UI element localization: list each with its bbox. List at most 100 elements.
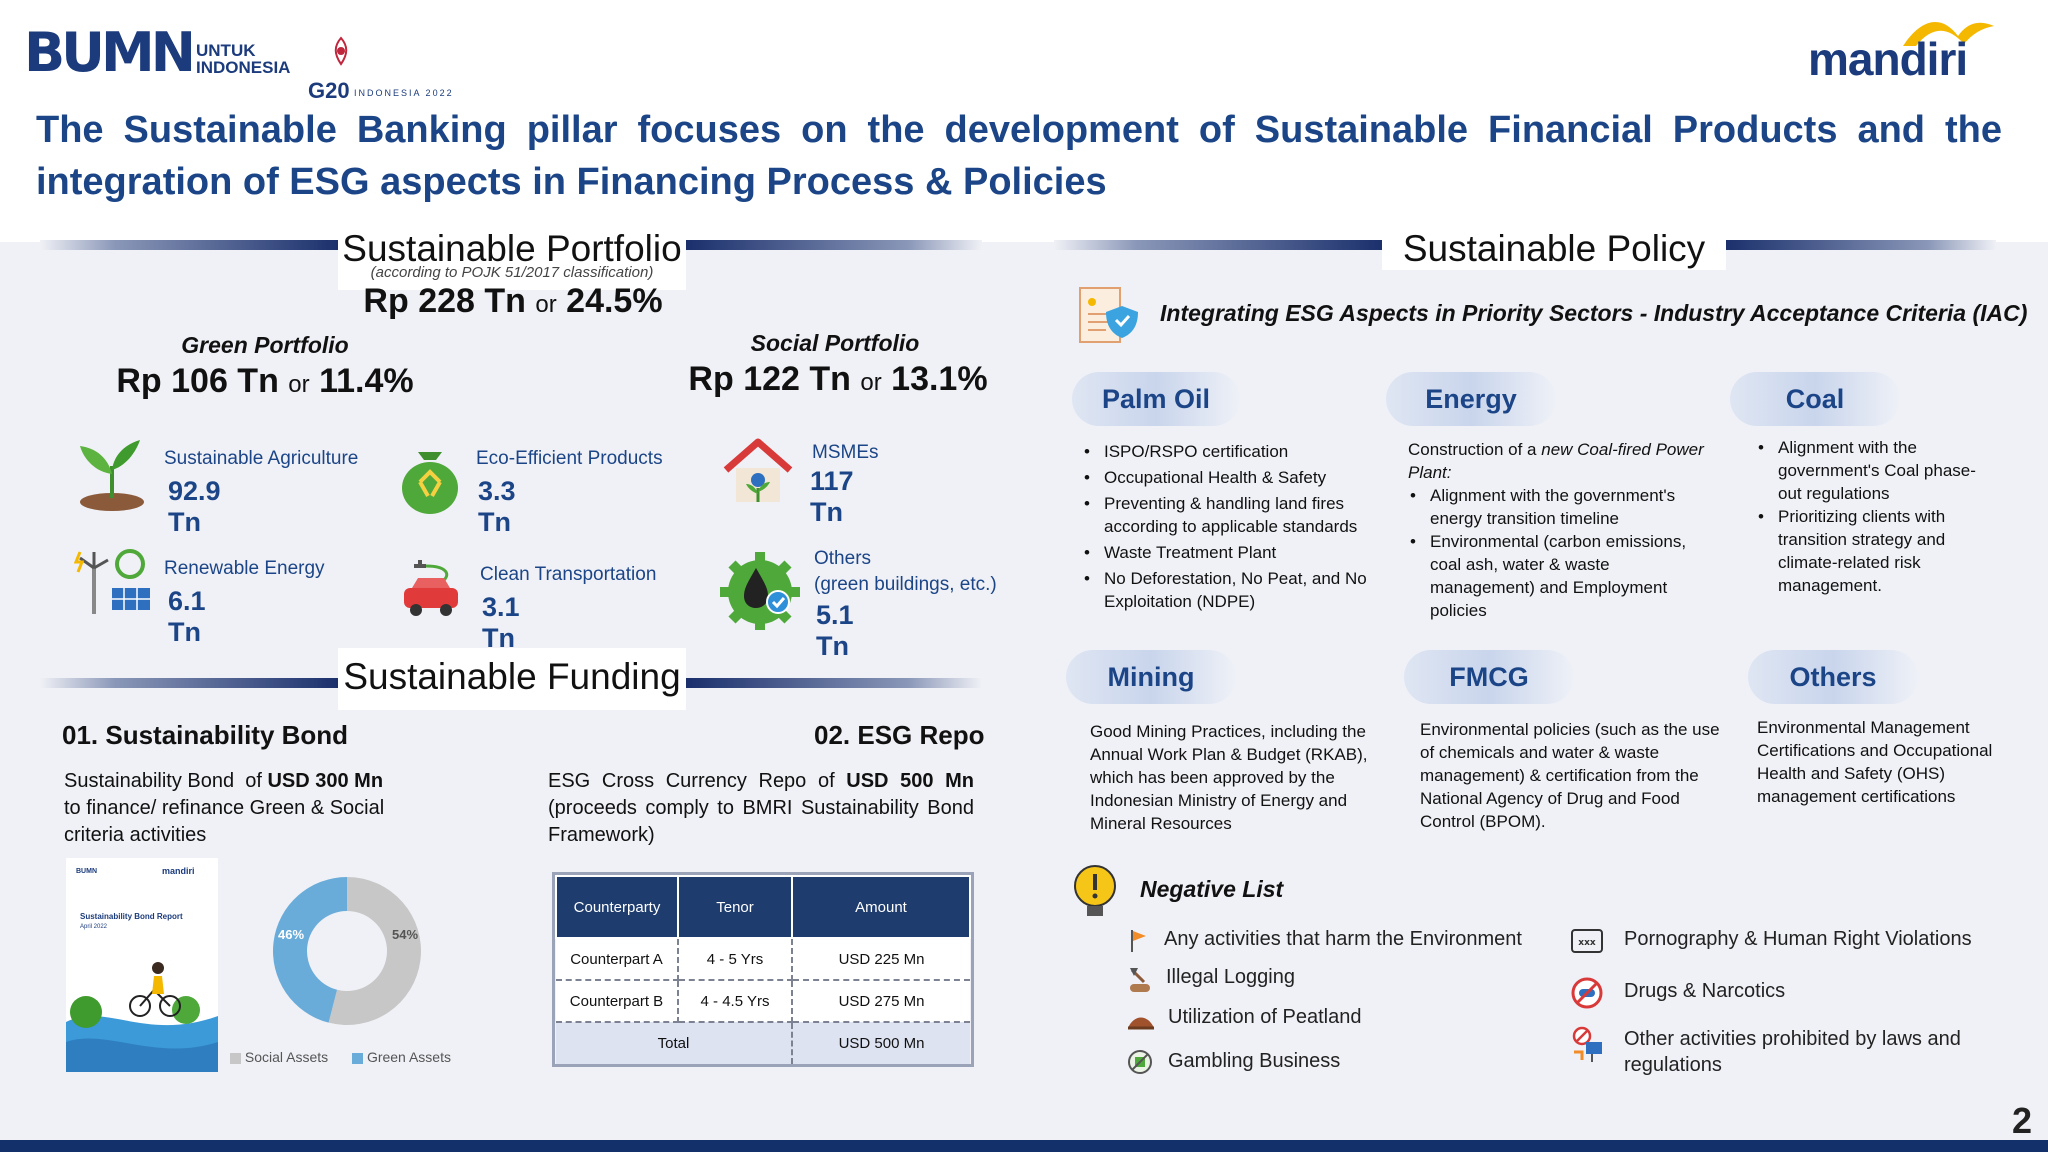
portfolio-total-amount: Rp 228 Tn [363,282,526,320]
msmes-item: MSMEs 117 Tn [722,438,879,527]
energy-criteria: Construction of a new Coal-fired Power P… [1408,438,1708,622]
fmcg-criteria: Environmental policies (such as the use … [1420,720,1720,831]
list-item: Preventing & handling land fires accordi… [1082,492,1382,538]
negative-list-title: Negative List [1140,876,1284,902]
g20-tag: INDONESIA 2022 [354,88,454,99]
report-title: Sustainability Bond Report [80,912,183,921]
item-value: 5.1 Tn [816,600,854,661]
table-row: Counterpart A 4 - 5 Yrs USD 225 Mn [556,938,970,981]
list-item: Prioritizing clients with transition str… [1756,505,1986,597]
bond-description: Sustainability Bond of USD 300 Mn to fin… [64,768,414,849]
document-shield-icon [1079,287,1138,343]
column-header: Amount [791,875,971,939]
sector-coal: Coal [1730,372,1900,426]
green-pct: 11.4% [319,362,414,400]
report-illustration [66,962,218,1072]
divider-right [686,678,982,688]
bond-text: Sustainability Bond of [64,770,268,792]
g20-text: G20 [308,78,350,103]
repo-table: Counterparty Tenor Amount Counterpart A … [555,875,971,1064]
donut-label-green: 46% [278,927,304,942]
portfolio-total-or: or [535,291,557,318]
social-portfolio-label: Social Portfolio [750,330,920,356]
social-amount: Rp 122 Tn [688,360,851,398]
social-portfolio-value: Rp 122 Tn or 13.1% [668,360,1008,399]
portfolio-title: Sustainable Portfolio [338,226,686,270]
portfolio-total-pct: 24.5% [566,282,663,320]
repo-amount: USD 500 Mn [846,770,975,792]
item-label-secondary: (green buildings, etc.) [814,574,997,595]
mandiri-wordmark: mandiri [1808,33,1968,85]
report-logo-right: mandiri [162,866,195,876]
negative-item: xxx Pornography & Human Right Violations [1570,928,2000,962]
item-label: Clean Transportation [480,564,657,585]
policy-subtitle: Integrating ESG Aspects in Priority Sect… [1160,300,2028,326]
list-item: No Deforestation, No Peat, and No Exploi… [1082,567,1382,613]
item-value: 117 Tn [810,466,854,527]
negative-item: Other activities prohibited by laws and … [1570,1026,2000,1086]
table-cell: 4 - 4.5 Yrs [678,980,793,1023]
bond-text-2: to finance/ refinance Green & Social cri… [64,797,385,846]
slide-body: Sustainable Portfolio (according to POJK… [0,226,2048,1140]
list-item: ISPO/RSPO certification [1082,440,1382,463]
negative-item-label: Utilization of Peatland [1168,1006,1362,1028]
negative-item-label: Illegal Logging [1166,966,1295,988]
column-header: Tenor [677,875,793,939]
legend-swatch-green [352,1052,364,1064]
green-portfolio-label: Green Portfolio [181,332,349,358]
bumn-logo: BUMN UNTUK INDONESIA G20 INDONESIA 2022 [24,26,452,104]
table-cell: USD 275 Mn [792,980,970,1023]
bumn-tagline-1: UNTUK [196,41,256,60]
footer-bar [0,1140,2048,1152]
no-gambling-icon [1128,1050,1152,1074]
bumn-tagline-2: INDONESIA [196,58,291,77]
renewable-energy-item: Renewable Energy 6.1 Tn [73,548,325,647]
plant-icon [80,440,144,511]
page-number: 2 [2011,1100,2032,1141]
list-item: Waste Treatment Plant [1082,541,1382,564]
table-row: Counterpart B 4 - 4.5 Yrs USD 275 Mn [556,980,970,1023]
negative-item: Drugs & Narcotics [1570,976,2000,1010]
social-or: or [860,369,882,396]
g20-emblem-icon [334,36,348,66]
sector-fmcg: FMCG [1404,650,1574,704]
eco-efficient-products-item: Eco-Efficient Products 3.3 Tn [396,438,663,537]
table-cell: Counterpart A [556,938,679,981]
list-item: Alignment with the government's Coal pha… [1756,436,1986,505]
report-date: April 2022 [80,924,108,930]
oil-drop-gear-icon [720,552,800,632]
bumn-logo-text: BUMN [24,21,196,84]
coal-criteria: Alignment with the government's Coal pha… [1756,436,1986,597]
energy-intro-emphasis: new Coal-fired Power Plant: [1408,440,1704,482]
report-logo-left: BUMN [76,868,97,875]
prohibited-sign-icon [1572,1026,1602,1062]
chart-legend: Social Assets Green Assets [230,1049,451,1065]
social-pct: 13.1% [891,360,988,398]
negative-item: Gambling Business [1126,1048,1566,1082]
table-cell: Counterpart B [556,980,679,1023]
xxx-screen-icon: xxx [1571,929,1603,953]
list-item: Occupational Health & Safety [1082,466,1382,489]
negative-item-label: Pornography & Human Right Violations [1624,928,1972,950]
item-value: 3.1 Tn [482,592,520,653]
repo-description: ESG Cross Currency Repo of USD 500 Mn (p… [548,768,974,849]
energy-intro: Construction of a new Coal-fired Power P… [1408,438,1708,484]
table-header-row: Counterparty Tenor Amount [555,875,971,939]
divider-right [686,240,982,250]
legend-social-assets: Social Assets [244,1049,329,1065]
portfolio-total: Rp 228 Tn or 24.5% [340,282,686,321]
mining-criteria: Good Mining Practices, including the Ann… [1090,722,1368,833]
recycle-bag-icon [402,452,458,514]
mandiri-wave-icon [1903,22,1994,46]
bond-amount: USD 300 Mn [267,770,384,792]
others-criteria: Environmental Management Certifications … [1757,718,1993,806]
portfolio-subtitle: (according to POJK 51/2017 classificatio… [338,264,686,290]
total-value: USD 500 Mn [792,1022,970,1064]
item-value: 3.3 Tn [478,476,516,537]
renewable-energy-icon [73,549,150,614]
table-total-row: Total USD 500 Mn [556,1022,970,1064]
item-value: 92.9 Tn [168,476,221,537]
bond-heading: 01. Sustainability Bond [62,720,349,750]
negative-item-label: Gambling Business [1168,1050,1341,1072]
bond-report-cover: BUMN mandiri Sustainability Bond Report … [66,858,218,1072]
